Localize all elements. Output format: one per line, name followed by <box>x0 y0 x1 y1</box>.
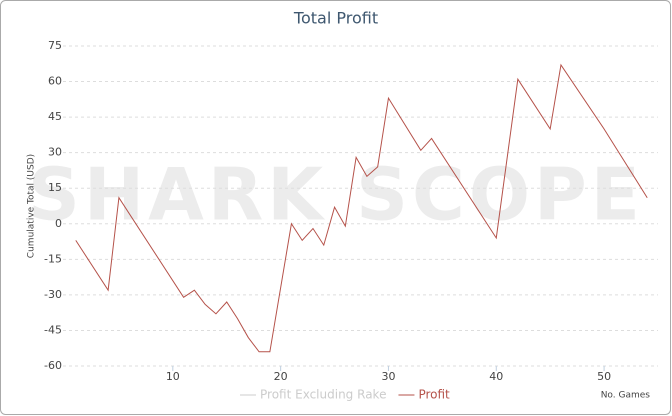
x-axis-label: No. Games <box>601 391 651 401</box>
y-axis-label: Cumulative Total (USD) <box>27 154 37 258</box>
x-tick-label: 40 <box>489 370 503 383</box>
y-tick-label: 75 <box>48 39 62 52</box>
watermark: SHARK SCOPE <box>28 153 644 237</box>
series-line <box>75 63 648 353</box>
x-tick-label: 50 <box>597 370 611 383</box>
y-tick-label: -45 <box>44 323 62 336</box>
legend-label[interactable]: Profit Excluding Rake <box>260 388 386 402</box>
y-tick-label: -60 <box>44 359 62 372</box>
y-tick-label: -30 <box>44 288 62 301</box>
legend-label[interactable]: Profit <box>418 388 450 402</box>
x-tick-label: 30 <box>381 370 395 383</box>
x-tick-label: 10 <box>166 370 180 383</box>
y-tick-label: 0 <box>55 217 62 230</box>
chart-title: Total Profit <box>293 9 378 28</box>
y-tick-label: 60 <box>48 75 62 88</box>
x-tick-label: 20 <box>274 370 288 383</box>
y-tick-label: 15 <box>48 181 62 194</box>
y-tick-label: 30 <box>48 146 62 159</box>
y-tick-label: -15 <box>44 252 62 265</box>
y-tick-label: 45 <box>48 110 62 123</box>
